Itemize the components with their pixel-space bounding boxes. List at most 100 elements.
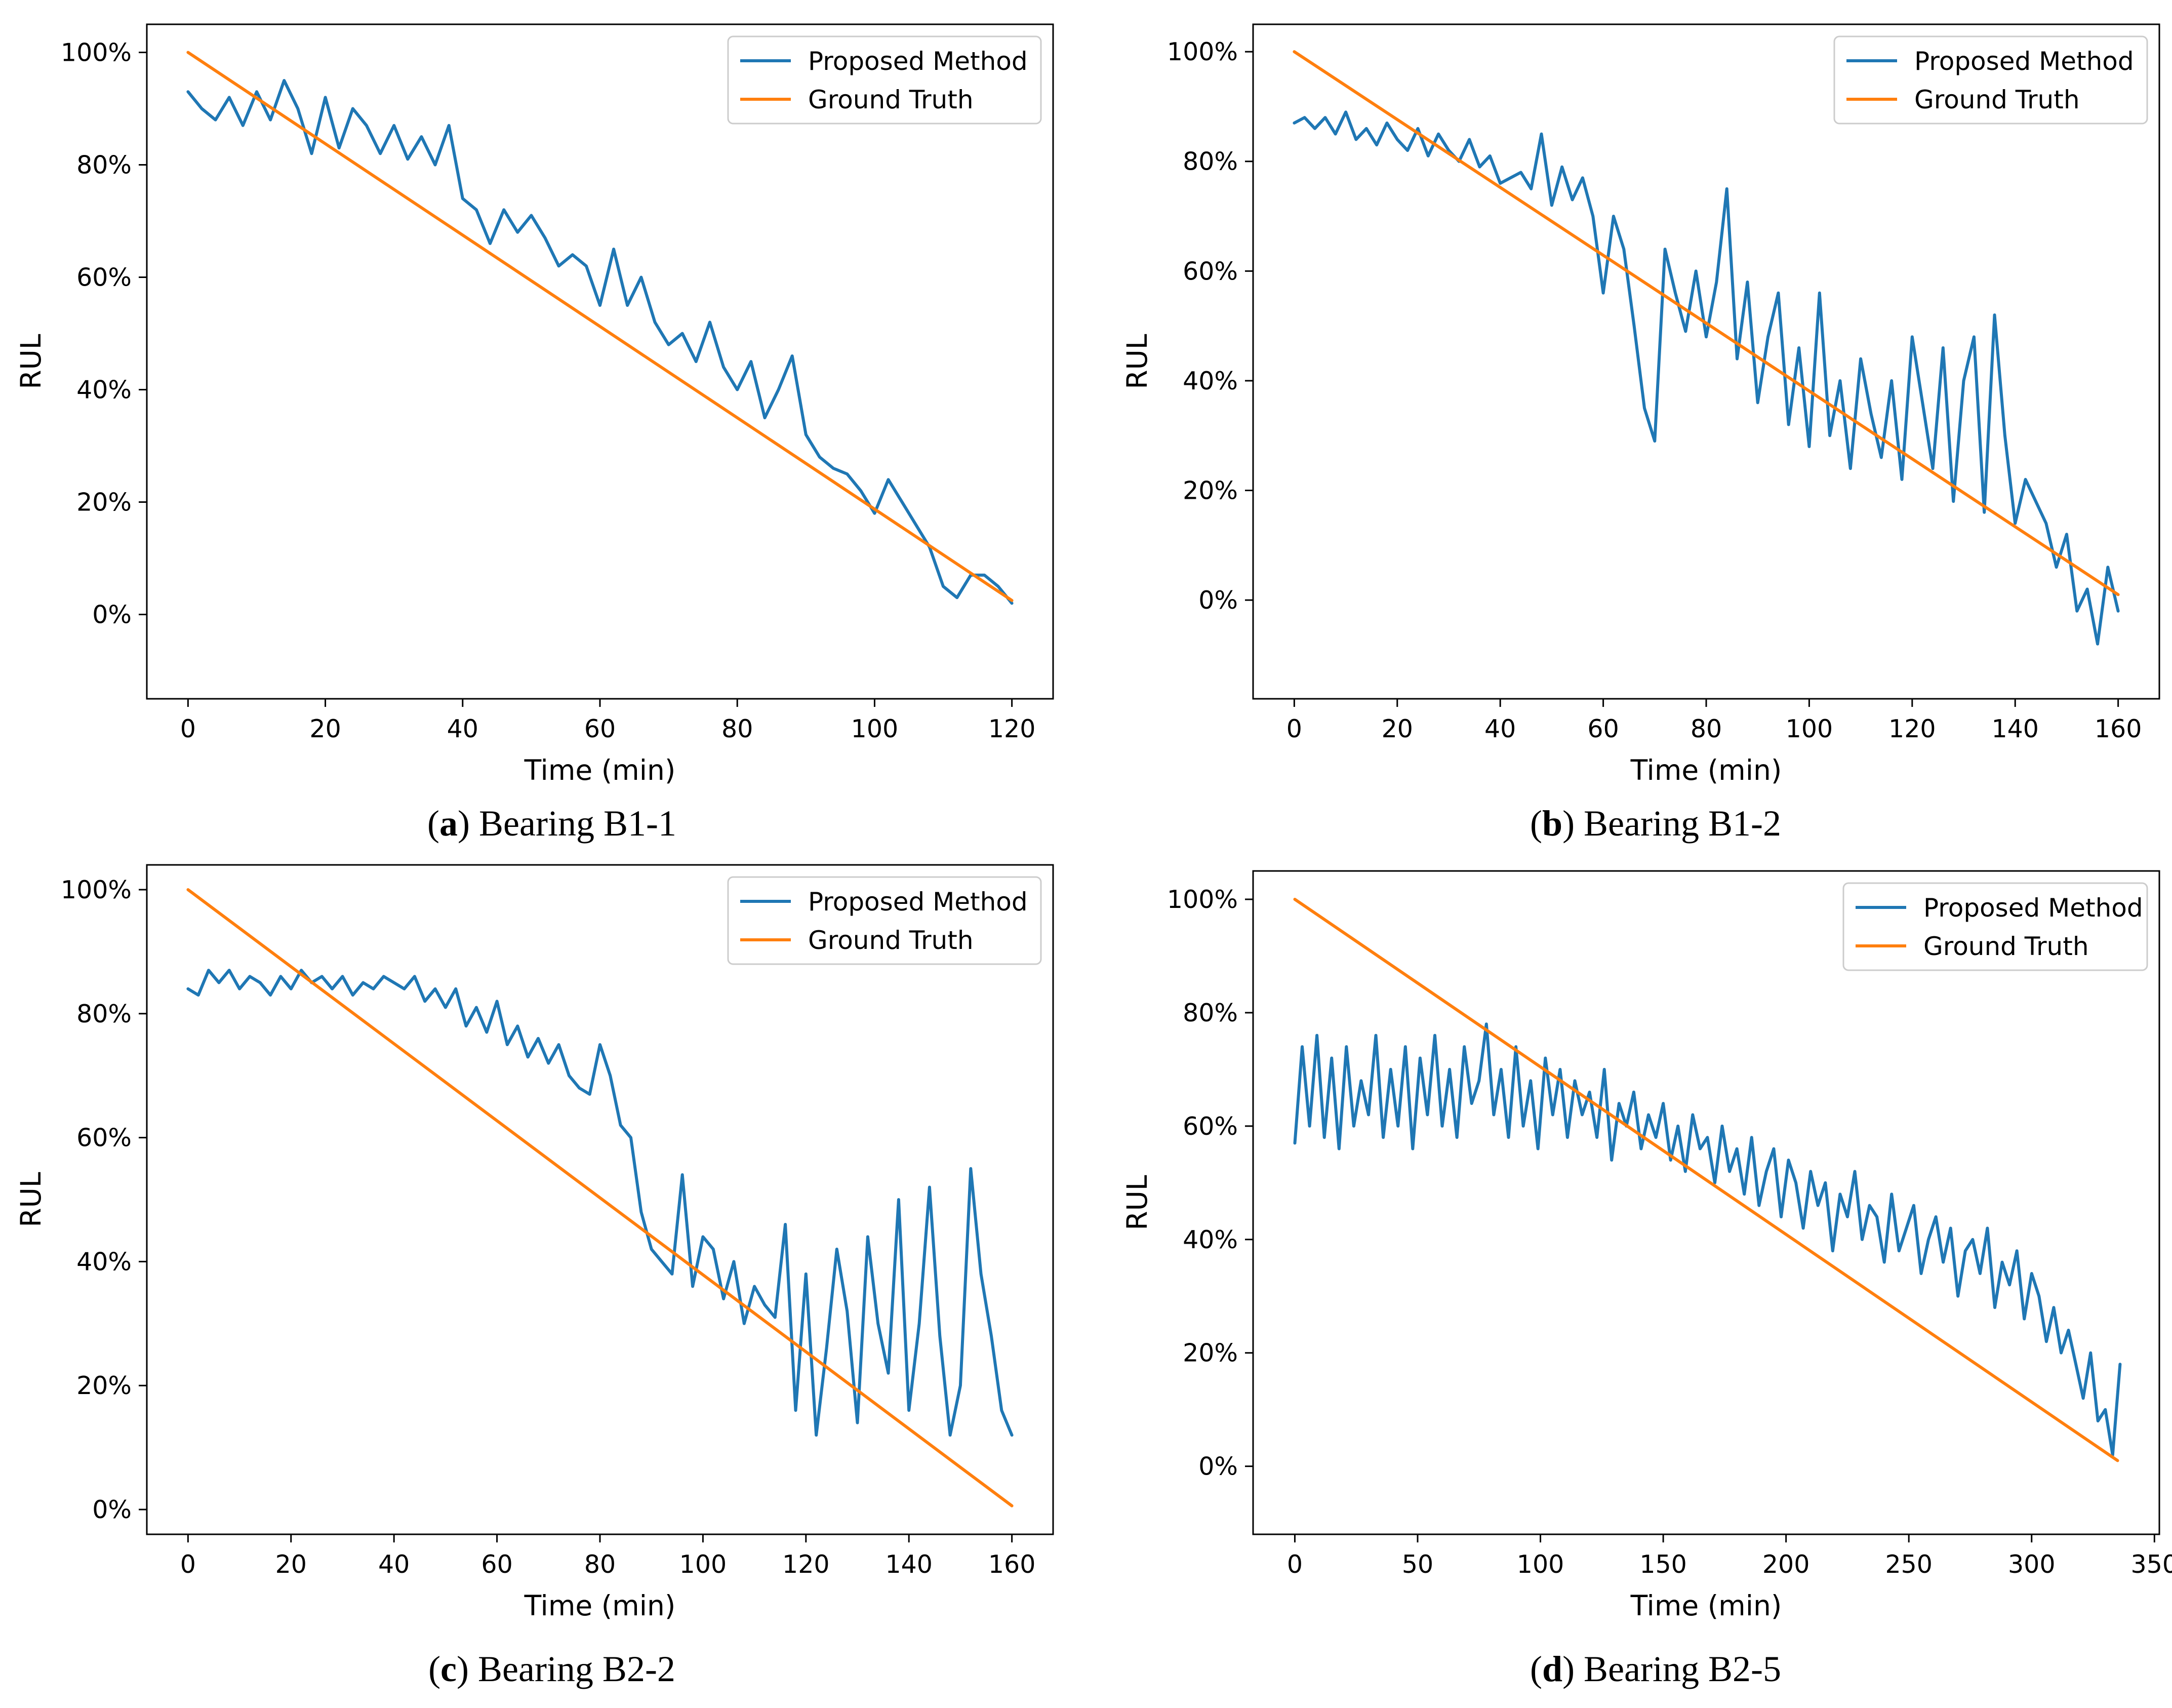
x-tick-label-a-0: 0 <box>180 714 196 743</box>
x-tick-label-b-0: 0 <box>1286 714 1302 743</box>
series-line-proposed-method-b <box>1293 110 2120 646</box>
x-tick-label-b-5: 100 <box>1786 714 1833 743</box>
legend-label-ground-truth-d: Ground Truth <box>1923 932 2089 961</box>
x-tick-label-d-7: 350 <box>2131 1550 2172 1579</box>
panel-c: 0 20 40 60 80 100 120 140 160 0% 20% 40% 60% 80% 100% T… <box>15 864 1054 1622</box>
caption-text-b: Bearing B1-2 <box>1575 803 1781 844</box>
y-axis-label-a: RUL <box>15 334 47 389</box>
y-tick-label-d-5: 100% <box>1167 885 1238 914</box>
panel-a: 0 20 40 60 80 100 120 0% 20% 40% 60% 80% 100% Time (m… <box>15 23 1054 786</box>
x-tick-label-a-1: 20 <box>309 714 341 743</box>
series-line-proposed-method-d <box>1293 1022 2122 1457</box>
legend-box-a <box>727 35 1042 125</box>
x-tick-label-c-0: 0 <box>180 1550 196 1579</box>
y-tick-label-c-4: 80% <box>76 1000 132 1028</box>
y-axis-label-c: RUL <box>15 1172 47 1227</box>
x-tick-label-b-2: 40 <box>1484 714 1516 743</box>
x-tick-label-d-6: 300 <box>2008 1550 2056 1579</box>
y-axis-label-b: RUL <box>1121 334 1153 389</box>
caption-b: (b) Bearing B1-2 <box>1530 803 1781 844</box>
x-tick-label-d-3: 150 <box>1639 1550 1687 1579</box>
y-tick-label-d-3: 60% <box>1183 1112 1238 1141</box>
x-tick-label-c-4: 80 <box>584 1550 616 1579</box>
x-tick-label-c-5: 100 <box>679 1550 727 1579</box>
x-tick-label-b-1: 20 <box>1382 714 1413 743</box>
x-tick-label-b-7: 140 <box>1991 714 2039 743</box>
legend-label-proposed-method-c: Proposed Method <box>808 887 1028 917</box>
x-tick-label-d-4: 200 <box>1762 1550 1810 1579</box>
y-tick-label-b-2: 40% <box>1183 367 1238 395</box>
series-line-ground-truth-a <box>186 51 1014 602</box>
legend-b: Proposed Method Ground Truth <box>1833 35 2148 125</box>
y-tick-label-b-4: 80% <box>1183 147 1238 176</box>
y-tick-label-d-4: 80% <box>1183 999 1238 1027</box>
x-tick-label-b-6: 120 <box>1888 714 1936 743</box>
y-tick-label-c-2: 40% <box>76 1247 132 1276</box>
x-tick-label-a-3: 60 <box>584 714 616 743</box>
caption-text-d: Bearing B2-5 <box>1575 1649 1781 1689</box>
y-tick-label-d-2: 40% <box>1183 1225 1238 1254</box>
x-tick-label-c-1: 20 <box>275 1550 307 1579</box>
x-axis-label-d: Time (min) <box>1630 1590 1782 1622</box>
caption-letter-c: c <box>440 1649 457 1689</box>
x-tick-label-c-2: 40 <box>378 1550 410 1579</box>
x-tick-label-b-4: 80 <box>1691 714 1722 743</box>
caption-letter-b: b <box>1542 803 1563 844</box>
x-tick-label-b-3: 60 <box>1587 714 1619 743</box>
x-tick-label-d-1: 50 <box>1402 1550 1433 1579</box>
panel-d: 0 50 100 150 200 250 300 350 0% 20% 40% 60% 80% 100% T… <box>1121 870 2172 1622</box>
caption-a: (a) Bearing B1-1 <box>427 803 676 844</box>
x-tick-label-b-8: 160 <box>2095 714 2142 743</box>
caption-text-a: Bearing B1-1 <box>470 803 676 844</box>
y-tick-label-a-3: 60% <box>76 263 132 292</box>
y-tick-label-c-1: 20% <box>76 1371 132 1400</box>
x-tick-label-d-2: 100 <box>1517 1550 1564 1579</box>
series-line-proposed-method-c <box>186 969 1014 1437</box>
series-line-proposed-method-a <box>186 79 1014 605</box>
caption-letter-a: a <box>439 803 458 844</box>
legend-c: Proposed Method Ground Truth <box>727 876 1042 965</box>
x-axis-label-a: Time (min) <box>524 754 676 786</box>
y-tick-label-b-0: 0% <box>1198 586 1238 615</box>
caption-c: (c) Bearing B2-2 <box>428 1649 675 1689</box>
y-tick-label-b-5: 100% <box>1167 37 1238 66</box>
legend-label-ground-truth-a: Ground Truth <box>808 85 974 114</box>
plot-frame-d <box>1252 870 2160 1535</box>
x-tick-label-c-8: 160 <box>988 1550 1036 1579</box>
legend-label-proposed-method-a: Proposed Method <box>808 47 1028 76</box>
x-tick-label-d-0: 0 <box>1287 1550 1303 1579</box>
y-tick-label-a-0: 0% <box>92 601 132 629</box>
x-tick-label-a-5: 100 <box>851 714 899 743</box>
y-tick-label-c-3: 60% <box>76 1124 132 1153</box>
panel-b: 0 20 40 60 80 100 120 140 160 0% 20% 40% 60% 80% 100% T… <box>1121 23 2160 786</box>
x-axis-label-b: Time (min) <box>1630 754 1782 786</box>
legend-box-b <box>1833 35 2148 125</box>
legend-box-d <box>1842 882 2148 971</box>
x-axis-label-c: Time (min) <box>524 1590 676 1622</box>
legend-label-ground-truth-c: Ground Truth <box>808 926 974 955</box>
y-tick-label-c-5: 100% <box>61 876 132 904</box>
legend-box-c <box>727 876 1042 965</box>
y-tick-label-b-1: 20% <box>1183 476 1238 505</box>
y-tick-label-b-3: 60% <box>1183 257 1238 286</box>
y-tick-label-a-5: 100% <box>61 38 132 67</box>
caption-letter-d: d <box>1542 1649 1563 1689</box>
x-tick-label-d-5: 250 <box>1885 1550 1933 1579</box>
x-tick-label-c-6: 120 <box>782 1550 830 1579</box>
legend-label-proposed-method-b: Proposed Method <box>1914 47 2134 76</box>
x-tick-label-a-4: 80 <box>721 714 753 743</box>
series-line-ground-truth-c <box>186 888 1014 1507</box>
y-tick-label-d-1: 20% <box>1183 1339 1238 1368</box>
y-tick-label-a-1: 20% <box>76 488 132 517</box>
series-line-ground-truth-d <box>1293 898 2119 1462</box>
y-tick-label-d-0: 0% <box>1198 1452 1238 1481</box>
y-tick-label-a-4: 80% <box>76 151 132 180</box>
y-axis-label-d: RUL <box>1121 1175 1153 1230</box>
legend-label-ground-truth-b: Ground Truth <box>1914 85 2080 114</box>
legend-label-proposed-method-d: Proposed Method <box>1923 893 2143 923</box>
x-tick-label-c-7: 140 <box>885 1550 933 1579</box>
caption-d: (d) Bearing B2-5 <box>1530 1649 1781 1689</box>
x-tick-label-a-2: 40 <box>447 714 478 743</box>
